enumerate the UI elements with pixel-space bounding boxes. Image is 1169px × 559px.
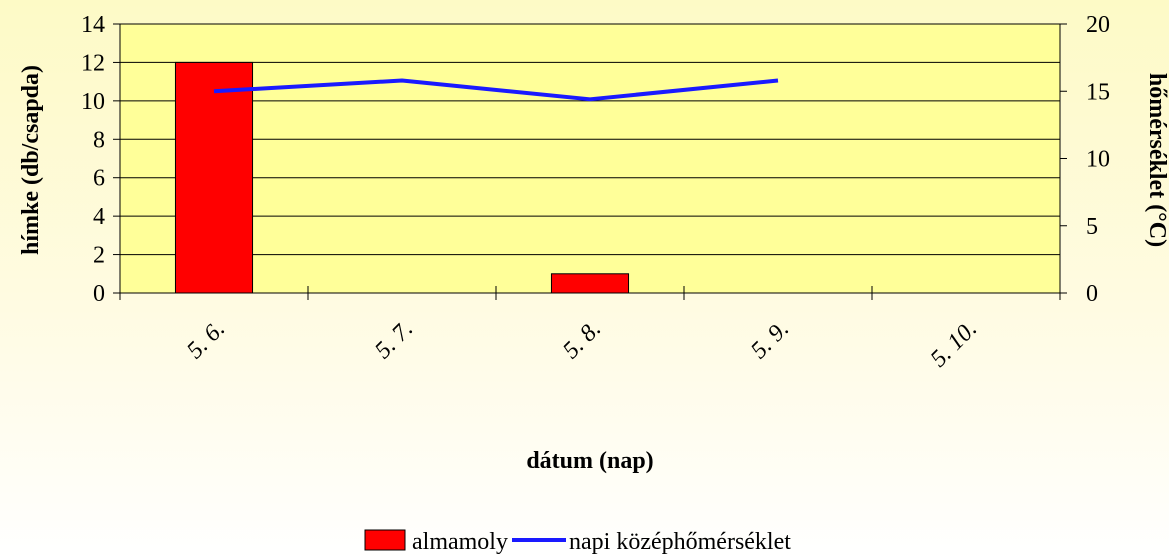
y-tick-label: 14 [81, 12, 105, 38]
y-axis-title: hímke (db/csapda) [18, 65, 44, 255]
legend: almamoly napi középhőmérséklet [364, 529, 791, 555]
y-tick-label: 12 [81, 50, 105, 76]
y2-tick-label: 10 [1086, 147, 1110, 173]
x-axis-title: dátum (nap) [526, 448, 653, 474]
bar-almamoly [550, 273, 630, 294]
legend-label-line: napi középhőmérséklet [569, 529, 791, 555]
x-tick-label: 5. 8. [558, 316, 606, 364]
y-tick-label: 6 [93, 166, 105, 192]
y2-tick-label: 5 [1086, 214, 1098, 240]
y-tick-label: 4 [93, 204, 105, 230]
x-tick-label: 5. 9. [746, 316, 794, 364]
y2-tick-label: 0 [1086, 281, 1098, 307]
y-tick-label: 10 [81, 89, 105, 115]
legend-label-bar: almamoly [412, 529, 508, 555]
y-tick-label: 8 [93, 127, 105, 153]
bar-almamoly [174, 61, 254, 294]
line-series [213, 78, 779, 102]
x-tick-label: 5. 10. [926, 316, 983, 373]
plot-area [120, 24, 1060, 293]
y-tick-label: 0 [93, 281, 105, 307]
legend-swatch-bar [364, 529, 406, 551]
y2-axis-title: hőmérséklet (°C) [1144, 73, 1169, 247]
x-tick-label: 5. 6. [182, 316, 230, 364]
y-tick-label: 2 [93, 243, 105, 269]
y2-tick-label: 20 [1086, 12, 1110, 38]
x-tick-label: 5. 7. [370, 316, 418, 364]
y2-tick-label: 15 [1086, 79, 1110, 105]
